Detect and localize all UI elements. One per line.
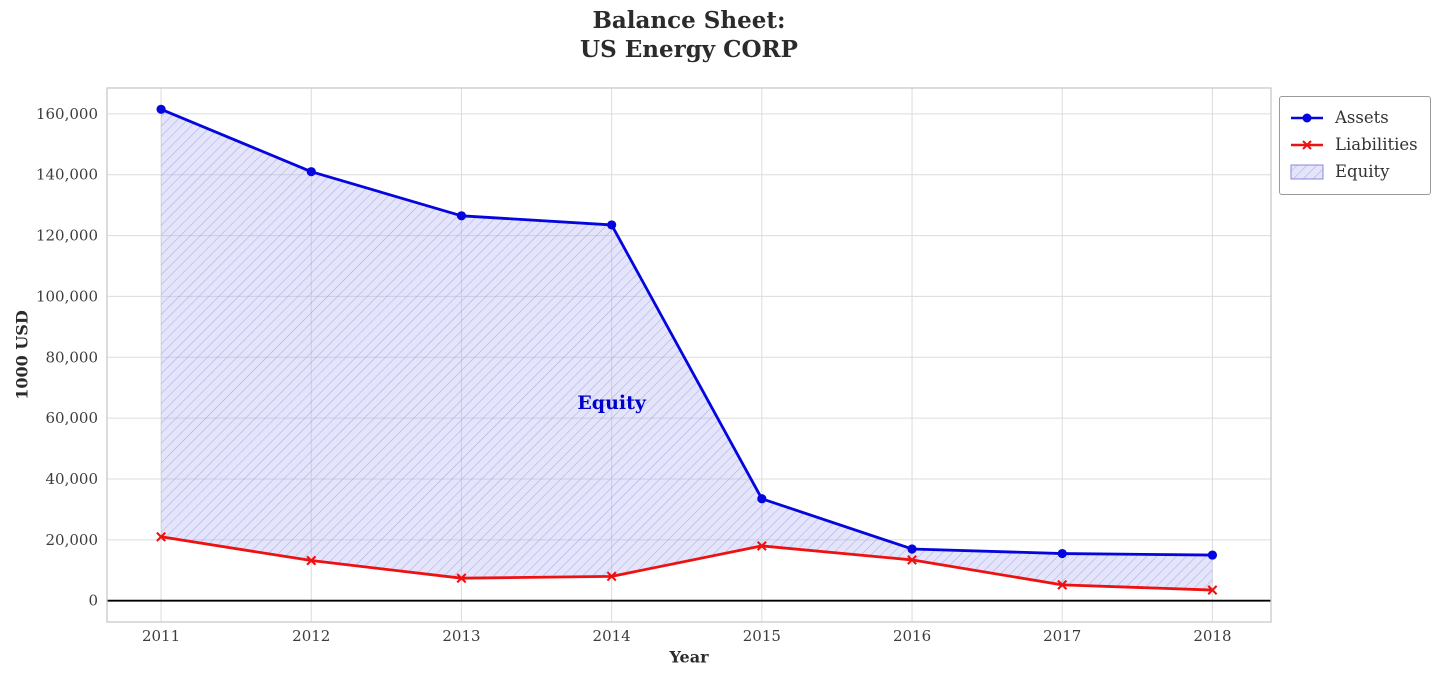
legend-item-equity: Equity — [1289, 158, 1418, 185]
svg-text:2015: 2015 — [743, 627, 781, 645]
svg-text:120,000: 120,000 — [36, 227, 98, 245]
legend-item-liabilities: Liabilities — [1289, 131, 1418, 158]
svg-text:2016: 2016 — [893, 627, 931, 645]
liabilities-line-marker-icon — [1291, 139, 1323, 150]
svg-text:140,000: 140,000 — [36, 166, 98, 184]
legend-label-equity: Equity — [1335, 162, 1390, 181]
svg-text:160,000: 160,000 — [36, 105, 98, 123]
svg-text:80,000: 80,000 — [46, 348, 99, 366]
y-axis-label: 1000 USD — [12, 310, 32, 400]
equity-hatched-patch-icon — [1290, 164, 1324, 179]
x-axis-label: Year — [669, 647, 709, 667]
assets-line-marker-icon — [1291, 113, 1323, 122]
chart-title: Balance Sheet: US Energy CORP — [580, 7, 798, 63]
svg-text:100,000: 100,000 — [36, 287, 98, 305]
legend-label-assets: Assets — [1335, 108, 1389, 127]
svg-text:2014: 2014 — [593, 627, 631, 645]
legend-item-assets: Assets — [1289, 104, 1418, 131]
svg-text:2012: 2012 — [292, 627, 330, 645]
svg-text:2018: 2018 — [1193, 627, 1231, 645]
equity-annotation: Equity — [577, 391, 646, 414]
svg-text:0: 0 — [88, 592, 98, 610]
svg-text:40,000: 40,000 — [46, 470, 99, 488]
legend: Assets Liabilities Equity — [1279, 96, 1431, 195]
legend-label-liabilities: Liabilities — [1335, 135, 1418, 154]
svg-text:60,000: 60,000 — [46, 409, 99, 427]
svg-text:2011: 2011 — [142, 627, 180, 645]
svg-text:20,000: 20,000 — [46, 531, 99, 549]
svg-text:2013: 2013 — [442, 627, 480, 645]
svg-text:2017: 2017 — [1043, 627, 1081, 645]
